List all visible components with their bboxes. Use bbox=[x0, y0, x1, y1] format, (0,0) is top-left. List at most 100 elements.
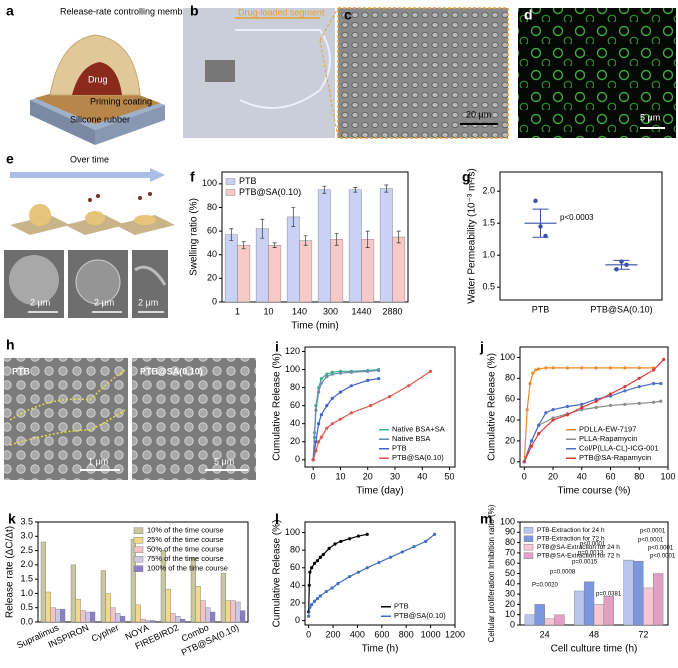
bar bbox=[524, 614, 536, 626]
marker bbox=[377, 368, 381, 373]
x-tick-label: 60 bbox=[606, 471, 616, 481]
legend-label: PDLLA-EW-7197 bbox=[579, 425, 636, 434]
x-tick-label: 1 bbox=[235, 306, 240, 316]
bar bbox=[623, 559, 634, 626]
y-tick-label: 80 bbox=[290, 545, 300, 555]
marker bbox=[529, 444, 534, 448]
y-tick-label: 80 bbox=[290, 382, 300, 392]
marker bbox=[365, 532, 369, 536]
marker bbox=[330, 586, 334, 590]
bar bbox=[220, 573, 227, 623]
image-text: 2 μm bbox=[30, 297, 50, 307]
legend-label: PTB@SA-Rapamycin bbox=[579, 453, 651, 462]
image-text: 5 μm bbox=[214, 456, 234, 466]
panel-label: d bbox=[524, 7, 533, 23]
x-tick-label: Cypher bbox=[90, 622, 121, 643]
panel-h: h PTB PTB@SA(0.10) 1 μm 5 μm bbox=[4, 337, 256, 480]
marker bbox=[338, 417, 343, 421]
data-point bbox=[614, 267, 619, 272]
annotation: p<0.0001 bbox=[640, 529, 666, 535]
bar bbox=[55, 608, 61, 623]
bar bbox=[205, 607, 211, 623]
panel-label: a bbox=[6, 3, 14, 19]
legend-swatch bbox=[133, 527, 144, 534]
marker bbox=[662, 357, 666, 362]
y-tick-label: 30 bbox=[505, 588, 515, 598]
marker bbox=[580, 405, 584, 410]
marker bbox=[551, 418, 555, 422]
line bbox=[312, 368, 379, 460]
legend-label: 10% of the time course bbox=[147, 526, 224, 535]
marker bbox=[407, 384, 411, 388]
x-tick-label: 1440 bbox=[351, 306, 371, 316]
bar bbox=[165, 588, 171, 623]
marker bbox=[319, 376, 323, 381]
marker bbox=[356, 534, 361, 538]
x-tick-label: 10 bbox=[335, 471, 345, 481]
y-tick-label: 2.5 bbox=[20, 545, 33, 555]
legend-label: 75% of the time course bbox=[147, 554, 224, 563]
marker bbox=[565, 404, 570, 409]
marker bbox=[312, 599, 317, 603]
marker bbox=[330, 422, 334, 426]
bar bbox=[145, 620, 151, 623]
y-tick-label: 1.0 bbox=[482, 250, 495, 260]
x-tick-label: 140 bbox=[292, 306, 307, 316]
annotation: p=0.0008 bbox=[550, 570, 576, 576]
marker bbox=[537, 423, 541, 427]
bar bbox=[230, 600, 236, 623]
y-tick-label: 40 bbox=[207, 249, 217, 259]
panel-label: g bbox=[462, 169, 471, 185]
marker bbox=[368, 404, 373, 408]
panel-label: m bbox=[480, 511, 492, 527]
panel-c: c 20 μm bbox=[319, 7, 509, 139]
marker bbox=[637, 376, 641, 380]
marker bbox=[312, 561, 317, 565]
marker bbox=[325, 404, 329, 408]
data-point bbox=[619, 259, 624, 264]
legend-label: PTB-Extraction for 24 h bbox=[537, 527, 605, 534]
bar bbox=[653, 573, 664, 626]
marker bbox=[319, 413, 323, 417]
legend-swatch bbox=[133, 546, 144, 553]
bar bbox=[135, 604, 141, 623]
y-tick-label: 40 bbox=[290, 418, 300, 428]
marker bbox=[544, 411, 548, 415]
marker bbox=[377, 376, 381, 381]
bar bbox=[379, 188, 393, 303]
marker bbox=[333, 542, 337, 546]
error-bar bbox=[384, 184, 389, 193]
y-tick-label: 1.5 bbox=[20, 574, 33, 584]
x-tick-label: PTB bbox=[532, 304, 550, 314]
bar bbox=[583, 581, 595, 626]
marker bbox=[580, 366, 584, 370]
x-tick-label: 40 bbox=[417, 471, 427, 481]
annotation: p<0.0001 bbox=[650, 554, 676, 560]
bar bbox=[179, 618, 186, 623]
marker bbox=[529, 439, 534, 443]
y-tick-label: 60 bbox=[207, 225, 217, 235]
data-point bbox=[533, 198, 538, 203]
marker bbox=[432, 532, 437, 536]
error-bar bbox=[229, 228, 234, 241]
legend-swatch bbox=[133, 537, 144, 544]
marker bbox=[366, 378, 370, 382]
error-bar bbox=[365, 230, 370, 248]
image-text: Silicone rubber bbox=[70, 114, 130, 124]
bar bbox=[105, 593, 111, 623]
bar bbox=[633, 560, 644, 626]
panel-e: e Over time 2 μm 2 μm 2 μm bbox=[4, 151, 175, 318]
legend-swatch bbox=[225, 178, 236, 185]
panel-d: d 5 μm bbox=[518, 7, 676, 138]
y-tick-label: 20 bbox=[290, 436, 300, 446]
x-axis-label: Time (day) bbox=[356, 486, 403, 497]
image-text: 20 μm bbox=[466, 109, 491, 119]
marker bbox=[400, 550, 404, 554]
error-bar bbox=[396, 230, 401, 244]
legend-label: PTB@SA(0.10) bbox=[392, 453, 444, 462]
marker bbox=[317, 390, 321, 394]
marker bbox=[537, 367, 541, 371]
data-point bbox=[543, 233, 548, 239]
y-tick-label: 20 bbox=[505, 435, 515, 445]
